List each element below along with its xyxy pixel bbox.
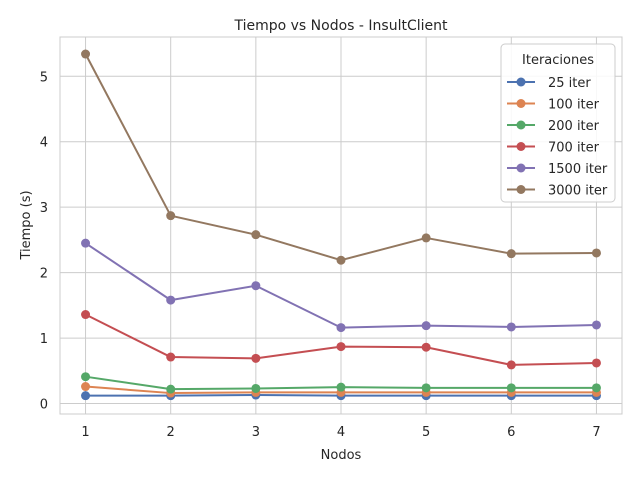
series-200-iter: [81, 372, 601, 394]
y-tick-label: 3: [40, 201, 48, 216]
data-point: [591, 383, 601, 393]
data-point: [591, 358, 601, 368]
x-tick-label: 1: [81, 425, 89, 440]
data-point: [251, 383, 261, 393]
legend-title: Iteraciones: [522, 53, 594, 68]
data-point: [506, 383, 516, 393]
data-point: [506, 322, 516, 332]
data-point: [336, 382, 346, 392]
y-tick-label: 5: [40, 70, 48, 85]
tick-layer: 1 2 3 4 5 6 7 0 1 2 3 4 5: [40, 70, 601, 440]
y-axis-label: Tiempo (s): [19, 190, 34, 260]
legend: Iteraciones 25 iter 100 iter 200 iter 700 i…: [500, 43, 616, 203]
x-tick-label: 3: [252, 425, 260, 440]
data-point: [336, 342, 346, 352]
data-point: [81, 49, 91, 59]
series-3000-iter: [81, 49, 601, 265]
legend-marker: [516, 77, 526, 87]
legend-label: 3000 iter: [548, 184, 608, 199]
legend-label: 200 iter: [548, 119, 600, 134]
legend-label: 25 iter: [548, 76, 591, 91]
legend-label: 700 iter: [548, 141, 600, 156]
x-tick-label: 7: [592, 425, 600, 440]
series-layer: [81, 49, 601, 401]
data-point: [81, 238, 91, 248]
data-point: [421, 321, 431, 331]
legend-marker: [516, 163, 526, 173]
legend-item: 200 iter: [507, 119, 600, 134]
data-point: [251, 353, 261, 363]
data-point: [251, 230, 261, 240]
data-point: [81, 382, 91, 392]
grid-layer: [60, 37, 622, 414]
data-point: [81, 391, 91, 401]
data-point: [336, 255, 346, 265]
data-point: [506, 360, 516, 370]
y-tick-label: 1: [40, 332, 48, 347]
legend-marker: [516, 185, 526, 194]
legend-item: 3000 iter: [507, 184, 608, 199]
x-tick-label: 5: [422, 425, 430, 440]
legend-box: [500, 43, 616, 203]
legend-item: 25 iter: [507, 76, 591, 91]
x-axis-label: Nodos: [321, 448, 362, 463]
data-point: [81, 372, 91, 382]
data-point: [251, 281, 261, 291]
y-tick-label: 0: [40, 398, 48, 413]
data-point: [166, 211, 176, 221]
data-point: [421, 342, 431, 352]
data-point: [421, 383, 431, 393]
legend-item: 1500 iter: [507, 162, 608, 177]
series-700-iter: [81, 310, 601, 370]
legend-item: 100 iter: [507, 98, 600, 113]
data-point: [336, 323, 346, 333]
data-point: [591, 320, 601, 330]
y-tick-label: 2: [40, 267, 48, 282]
legend-marker: [516, 99, 526, 108]
x-tick-label: 6: [507, 425, 515, 440]
legend-marker: [516, 142, 526, 151]
data-point: [81, 310, 91, 320]
legend-label: 1500 iter: [548, 162, 608, 177]
legend-marker: [516, 120, 526, 130]
data-point: [166, 295, 176, 305]
legend-items: 25 iter 100 iter 200 iter 700 iter 1500 iter…: [507, 76, 608, 199]
legend-label: 100 iter: [548, 98, 600, 113]
y-tick-label: 4: [40, 136, 48, 151]
data-point: [166, 352, 176, 362]
series-1500-iter: [81, 238, 601, 333]
legend-item: 700 iter: [507, 141, 600, 156]
data-point: [506, 249, 516, 259]
data-point: [166, 384, 176, 394]
data-point: [591, 248, 601, 258]
x-tick-label: 2: [167, 425, 175, 440]
data-point: [421, 233, 431, 243]
chart-title: Tiempo vs Nodos - InsultClient: [233, 18, 448, 34]
x-tick-label: 4: [337, 425, 345, 440]
